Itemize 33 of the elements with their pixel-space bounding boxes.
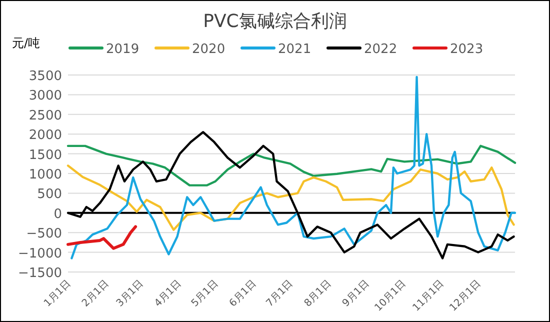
x-tick-label: 9月1日 — [340, 278, 372, 310]
x-tick-label: 11月1日 — [411, 278, 446, 314]
y-tick-label: 500 — [37, 187, 62, 202]
y-tick-label: 2500 — [28, 108, 62, 124]
y-tick-label: −500 — [26, 226, 62, 242]
legend-label: 2022 — [364, 42, 398, 57]
y-tick-label: 2000 — [28, 128, 62, 144]
legend-label: 2023 — [450, 42, 484, 57]
x-tick-label: 3月1日 — [114, 278, 146, 310]
y-tick-label: 1000 — [28, 168, 62, 182]
y-tick-label: −1000 — [18, 246, 62, 262]
y-tick-label: 3000 — [28, 88, 62, 104]
x-tick-label: 4月1日 — [152, 278, 184, 310]
x-tick-label: 8月1日 — [302, 278, 334, 310]
chart-title: PVC氯碱综合利润 — [203, 11, 347, 32]
y-tick-label: 3500 — [28, 69, 62, 84]
x-tick-label: 5月1日 — [190, 278, 220, 310]
x-tick-label: 2月1日 — [80, 278, 112, 310]
y-tick-label: 1500 — [28, 148, 62, 163]
x-tick-label: 10月1日 — [372, 278, 408, 314]
x-tick-label: 6月1日 — [228, 278, 259, 310]
legend-label: 2020 — [192, 42, 226, 57]
x-tick-label: 12月1日 — [448, 278, 484, 314]
x-tick-label: 1月1日 — [42, 278, 74, 310]
y-tick-label: 0 — [54, 206, 62, 222]
legend-label: 2019 — [106, 42, 140, 57]
x-tick-label: 7月1日 — [264, 278, 296, 310]
line-series — [66, 144, 516, 186]
line-series — [70, 76, 516, 260]
y-tick-label: −1500 — [18, 266, 62, 281]
legend-label: 2021 — [278, 42, 312, 57]
y-axis-title: 元/吨 — [12, 36, 40, 50]
line-series — [66, 225, 138, 250]
